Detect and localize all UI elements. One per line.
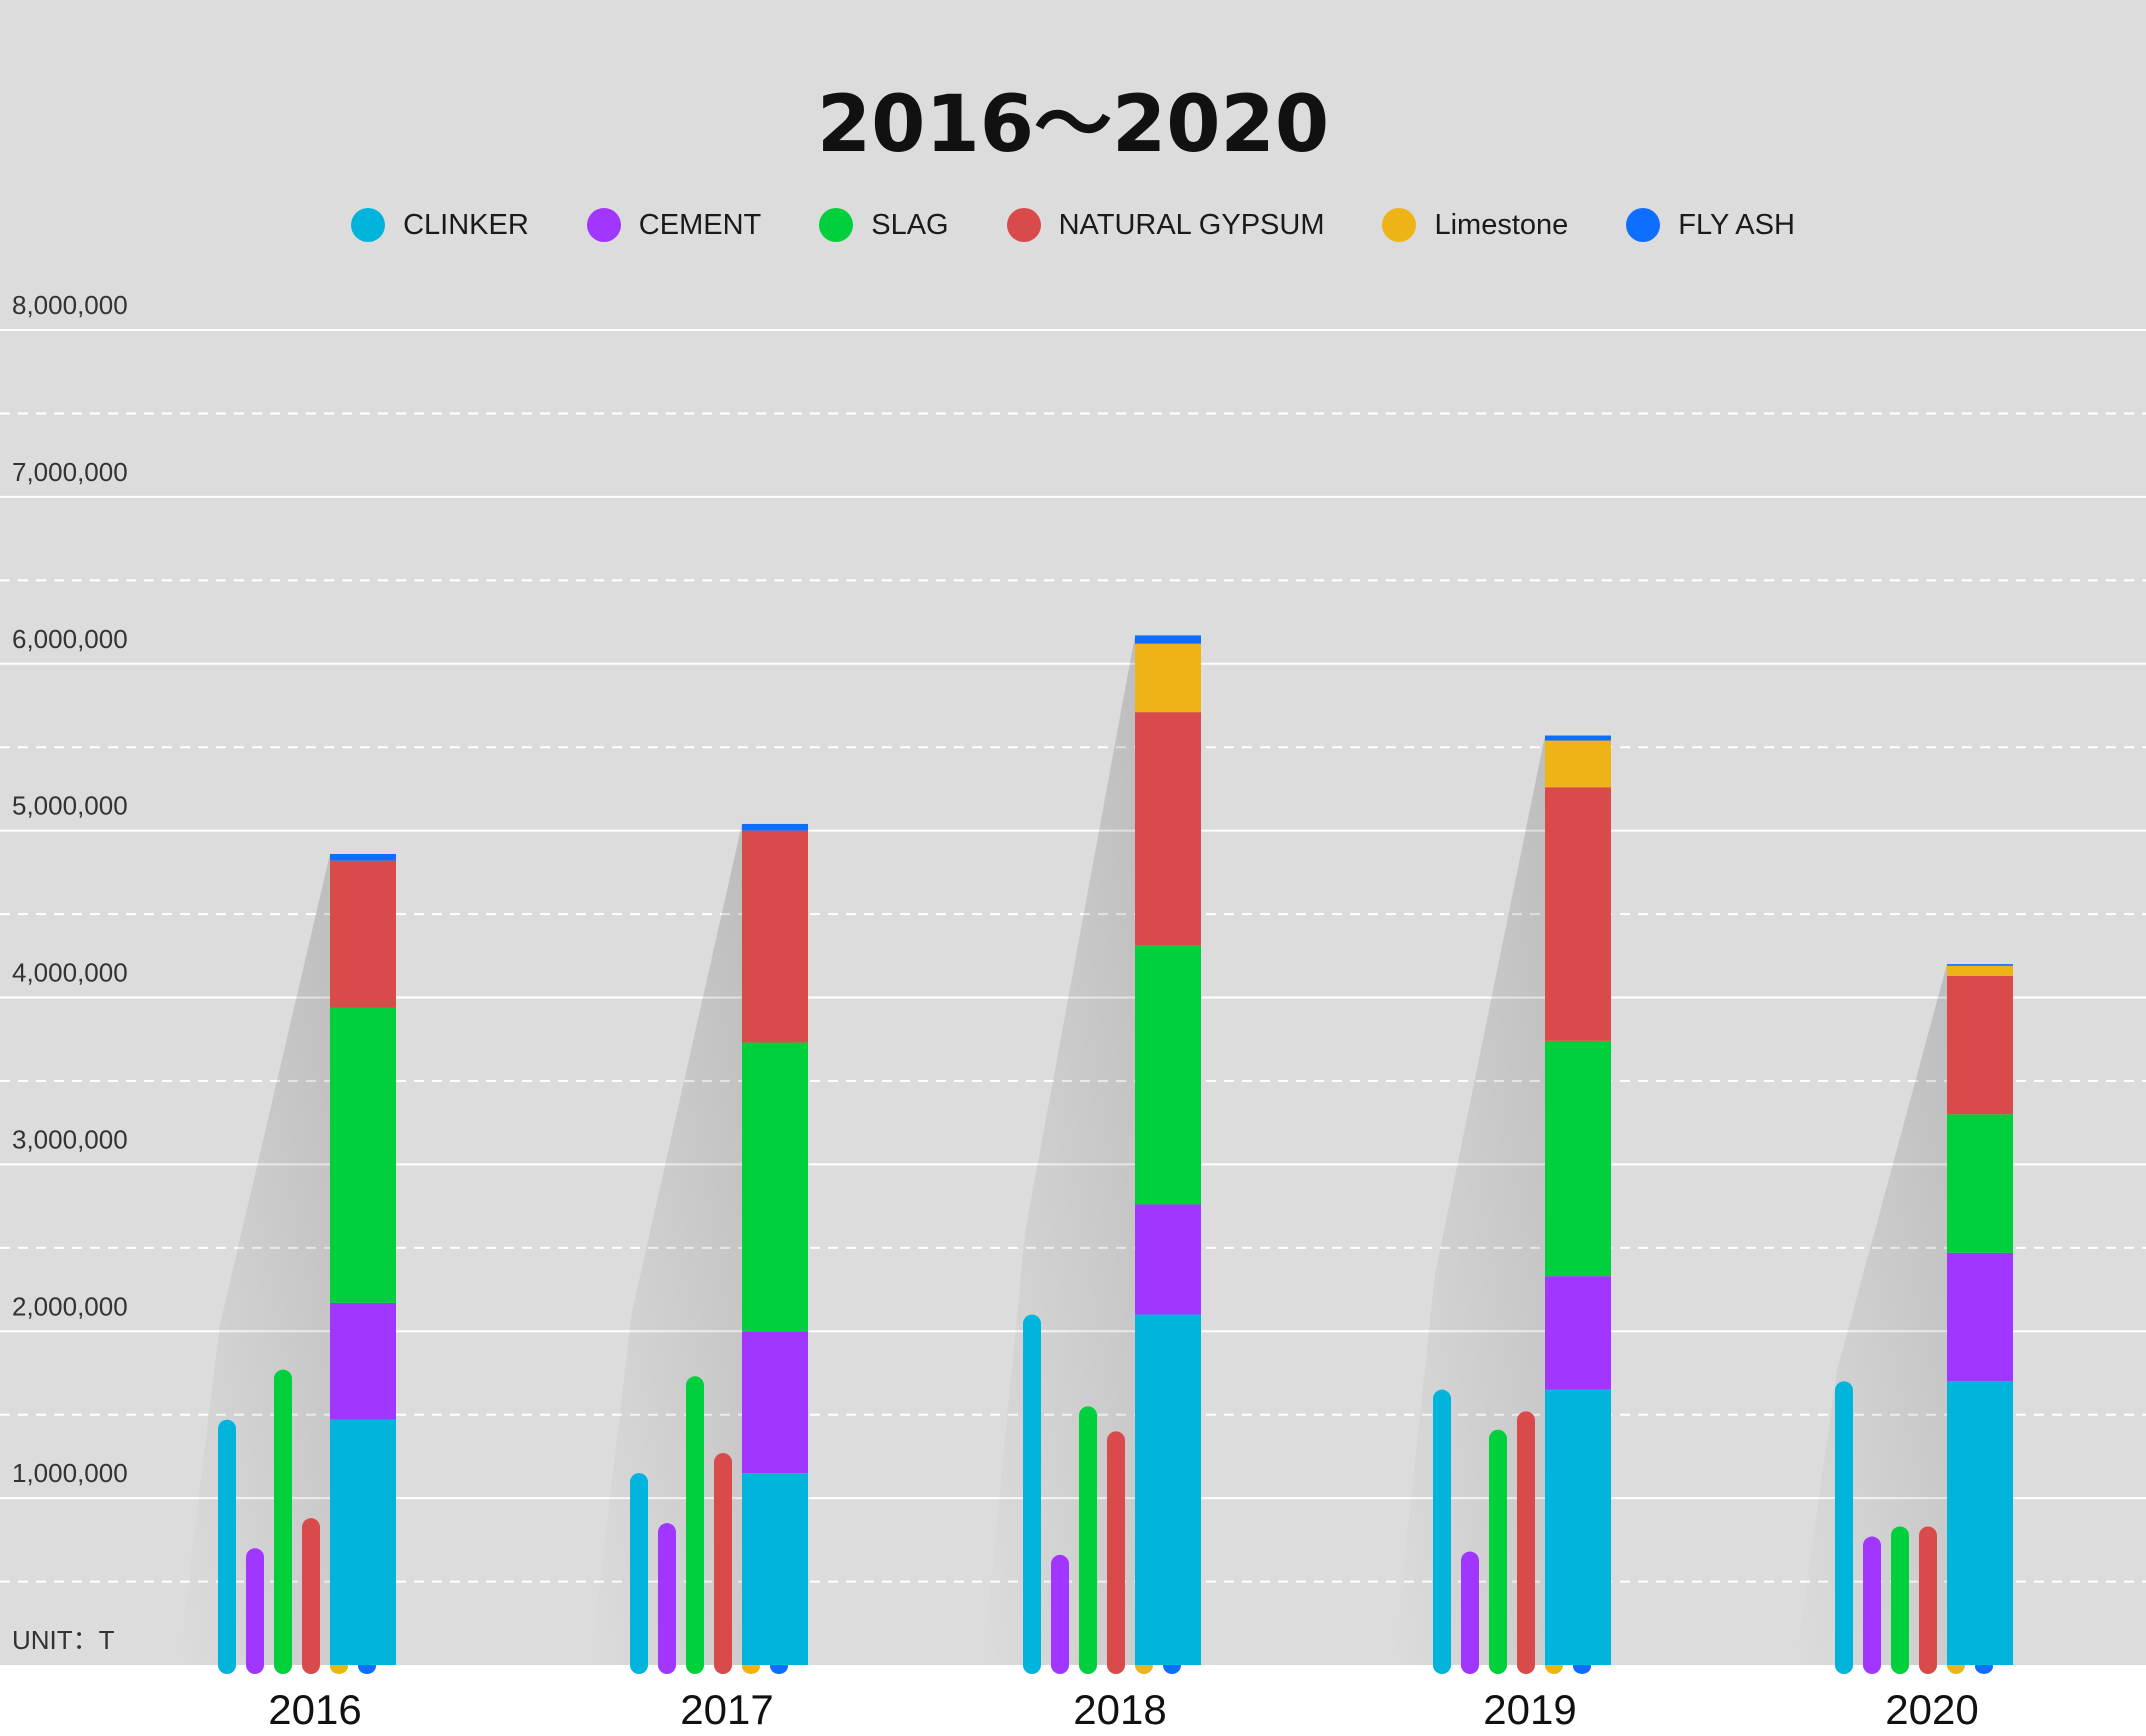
x-tick-label: 2019	[1483, 1686, 1576, 1733]
thin-bar-slag	[274, 1369, 292, 1674]
stack-segment-natural-gypsum	[742, 830, 808, 1043]
chart-title: 2016～2020	[816, 80, 1330, 170]
stack-segment-limestone	[1545, 740, 1611, 788]
legend: CLINKER CEMENT SLAG NATURAL GYPSUM Limestone…	[0, 208, 2146, 242]
legend-swatch	[1626, 208, 1661, 242]
legend-label: CLINKER	[403, 208, 529, 241]
thin-bar-clinker	[1835, 1381, 1853, 1674]
y-tick-label: 2,000,000	[12, 1291, 128, 1321]
stack-segment-fly-ash	[1545, 735, 1611, 741]
thin-bar-cement	[1461, 1551, 1479, 1674]
stack-segment-slag	[742, 1042, 808, 1332]
thin-bar-cement	[658, 1523, 676, 1674]
legend-item: NATURAL GYPSUM	[1006, 208, 1325, 242]
legend-swatch	[1382, 208, 1417, 242]
y-tick-label: 1,000,000	[12, 1458, 128, 1488]
stack-segment-cement	[1947, 1252, 2013, 1382]
stack-segment-clinker	[330, 1419, 396, 1665]
bar-shadow	[983, 635, 1135, 1665]
bar-shadow	[1393, 735, 1545, 1665]
stack-segment-fly-ash	[742, 823, 808, 831]
legend-label: CEMENT	[638, 208, 762, 241]
stack-segment-slag	[1545, 1040, 1611, 1277]
legend-item: FLY ASH	[1626, 208, 1795, 242]
legend-swatch	[351, 208, 386, 242]
thin-bar-clinker	[630, 1473, 648, 1674]
stack-segment-clinker	[1135, 1314, 1201, 1665]
legend-item: SLAG	[819, 208, 949, 242]
thin-bar-clinker	[1433, 1389, 1451, 1674]
x-tick-label: 2018	[1073, 1686, 1166, 1733]
stack-segment-clinker	[1545, 1389, 1611, 1665]
x-tick-label: 2020	[1885, 1686, 1978, 1733]
stack-segment-limestone	[1947, 965, 2013, 976]
thin-bar-natural-gypsum	[302, 1518, 320, 1674]
thin-bar-slag	[1489, 1429, 1507, 1674]
stack-segment-cement	[330, 1302, 396, 1420]
thin-bar-natural-gypsum	[1919, 1526, 1937, 1674]
y-tick-label: 5,000,000	[12, 791, 128, 821]
y-tick-label: 6,000,000	[12, 624, 128, 654]
stack-segment-cement	[1135, 1204, 1201, 1315]
x-tick-label: 2017	[680, 1686, 773, 1733]
x-axis-band	[0, 1665, 2146, 1736]
stack-segment-limestone	[1135, 643, 1201, 713]
y-tick-label: 7,000,000	[12, 457, 128, 487]
stack-segment-cement	[742, 1331, 808, 1474]
stack-segment-fly-ash	[1135, 635, 1201, 644]
stack-segment-clinker	[1947, 1381, 2013, 1665]
thin-bar-natural-gypsum	[714, 1453, 732, 1674]
thin-bar-clinker	[1023, 1314, 1041, 1674]
stack-segment-natural-gypsum	[1545, 787, 1611, 1041]
legend-item: CLINKER	[351, 208, 529, 242]
stack-segment-slag	[330, 1007, 396, 1303]
bar-shadow	[1795, 964, 1947, 1665]
stack-segment-natural-gypsum	[1135, 712, 1201, 946]
legend-swatch	[1006, 208, 1041, 242]
thin-bar-cement	[1863, 1536, 1881, 1674]
legend-label: NATURAL GYPSUM	[1058, 208, 1325, 241]
stack-segment-natural-gypsum	[330, 860, 396, 1008]
legend-item: CEMENT	[586, 208, 762, 242]
x-tick-label: 2016	[268, 1686, 361, 1733]
stack-segment-fly-ash	[330, 853, 396, 861]
stack-segment-fly-ash	[1947, 964, 2013, 966]
stack-segment-cement	[1545, 1276, 1611, 1390]
legend-swatch	[819, 208, 854, 242]
stack-segment-clinker	[742, 1473, 808, 1665]
legend-label: Limestone	[1434, 208, 1569, 241]
y-tick-label: 8,000,000	[12, 290, 128, 320]
stack-segment-slag	[1947, 1114, 2013, 1253]
unit-label: UNIT：T	[12, 1625, 115, 1655]
legend-label: FLY ASH	[1678, 208, 1795, 241]
y-tick-label: 3,000,000	[12, 1124, 128, 1154]
thin-bar-natural-gypsum	[1107, 1431, 1125, 1674]
legend-label: SLAG	[871, 208, 949, 241]
stack-segment-slag	[1135, 945, 1201, 1205]
legend-swatch	[586, 208, 621, 242]
thin-bar-cement	[1051, 1554, 1069, 1674]
thin-bar-slag	[1891, 1526, 1909, 1674]
thin-bar-slag	[686, 1376, 704, 1674]
thin-bar-clinker	[218, 1419, 236, 1674]
thin-bar-natural-gypsum	[1517, 1411, 1535, 1674]
stack-segment-natural-gypsum	[1947, 975, 2013, 1115]
y-tick-label: 4,000,000	[12, 958, 128, 988]
thin-bar-cement	[246, 1548, 264, 1674]
thin-bar-slag	[1079, 1406, 1097, 1674]
legend-item: Limestone	[1382, 208, 1568, 242]
